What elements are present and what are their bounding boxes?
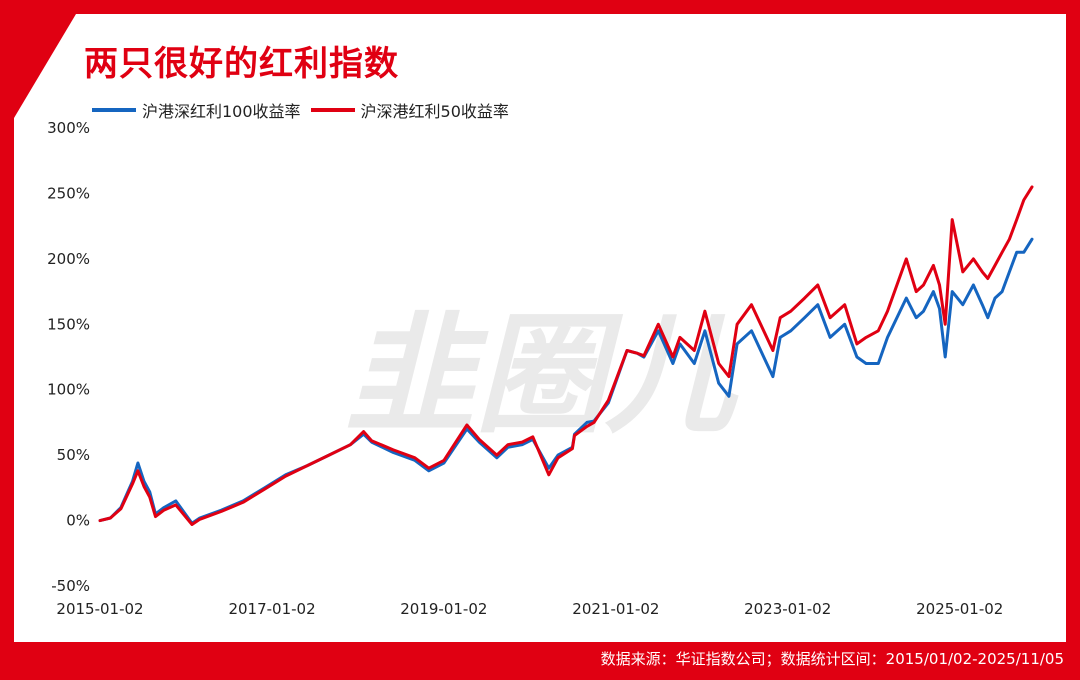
y-tick-label: 150%	[47, 315, 90, 333]
y-tick-label: 300%	[47, 119, 90, 137]
x-tick-label: 2023-01-02	[744, 600, 831, 618]
chart-legend: 沪港深红利100收益率 沪深港红利50收益率	[92, 98, 519, 122]
x-tick-label: 2015-01-02	[56, 600, 143, 618]
legend-item-series-1: 沪港深红利100收益率	[92, 98, 301, 122]
corner-decoration	[14, 14, 76, 118]
legend-label-series-2: 沪深港红利50收益率	[360, 102, 509, 121]
data-source-note: 数据来源：华证指数公司；数据统计区间：2015/01/02-2025/11/05	[600, 650, 1064, 668]
x-tick-label: 2021-01-02	[572, 600, 659, 618]
legend-label-series-1: 沪港深红利100收益率	[142, 102, 301, 121]
page-title: 两只很好的红利指数	[84, 44, 399, 84]
x-tick-label: 2019-01-02	[400, 600, 487, 618]
legend-swatch-blue	[92, 108, 136, 112]
watermark: 韭圈儿	[345, 299, 739, 451]
y-tick-label: 200%	[47, 250, 90, 268]
x-tick-label: 2017-01-02	[228, 600, 315, 618]
legend-item-series-2: 沪深港红利50收益率	[310, 98, 509, 122]
y-tick-label: 100%	[47, 381, 90, 399]
series-line-2	[98, 185, 1034, 526]
y-tick-label: 250%	[47, 184, 90, 202]
watermark-text: 韭圈儿	[345, 299, 739, 451]
y-tick-label: -50%	[51, 577, 90, 595]
y-tick-label: 0%	[66, 512, 90, 530]
legend-swatch-red	[310, 108, 355, 112]
y-tick-label: 50%	[57, 446, 90, 464]
x-tick-label: 2025-01-02	[916, 600, 1003, 618]
